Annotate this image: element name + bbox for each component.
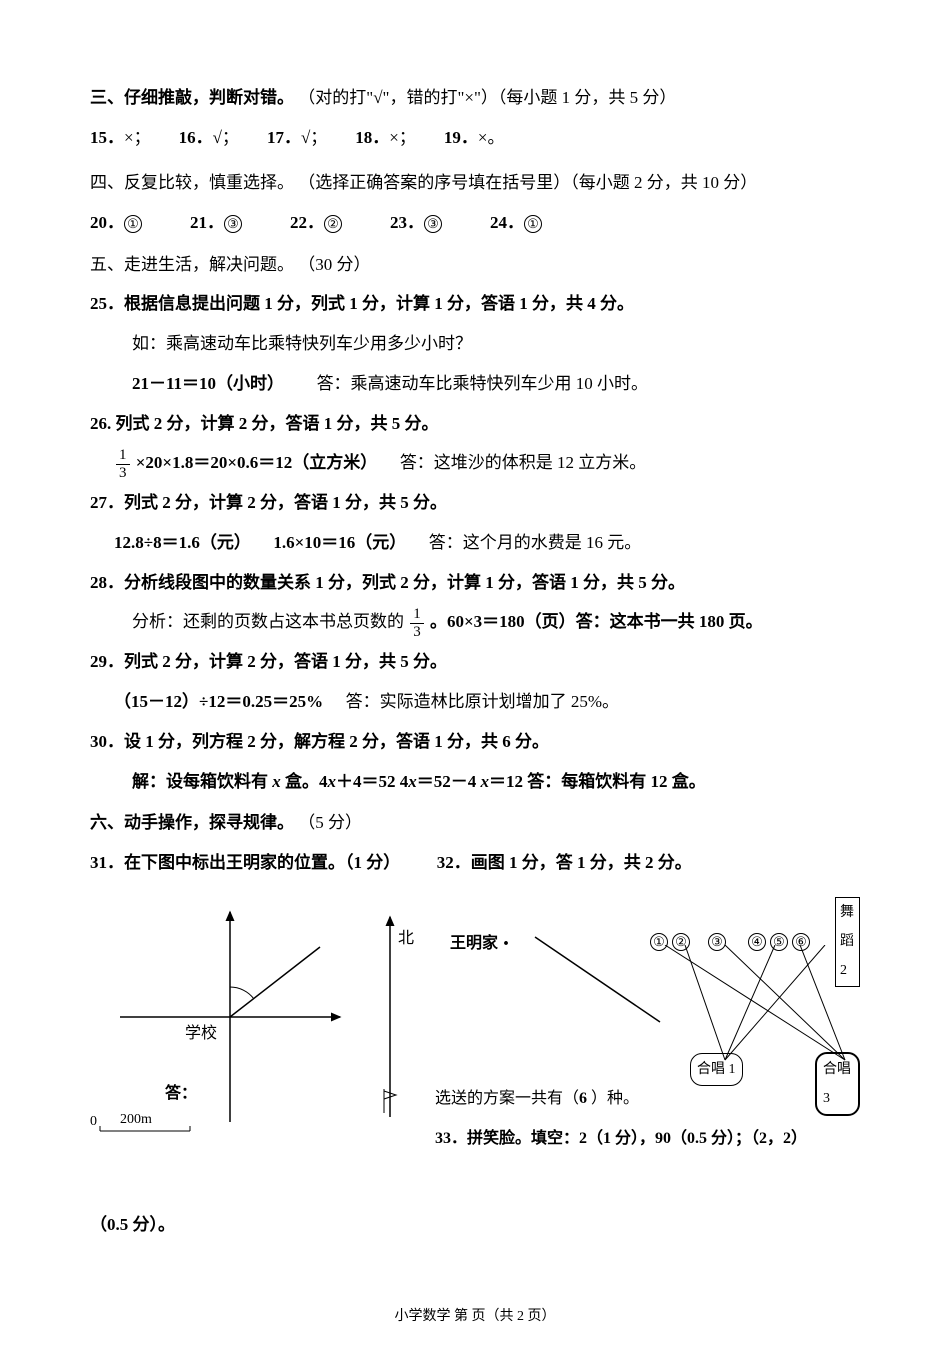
q27-calc2: 1.6×10＝16（元） [273, 533, 406, 552]
ans-num: 21． [190, 213, 224, 232]
ans-val: ② [324, 215, 342, 233]
q25-example: 如：乘高速动车比乘特快列车少用多少小时？ [90, 326, 860, 362]
q33-tail: （0.5 分）。 [90, 1207, 860, 1243]
flag-icon [378, 1087, 402, 1115]
q26-solution: 1 3 ×20×1.8＝20×0.6＝12（立方米） 答：这堆沙的体积是 12 … [90, 445, 860, 481]
section-6-header: 六、动手操作，探寻规律。 （5 分） [90, 805, 860, 841]
school-label: 学校 [185, 1017, 217, 1051]
q29-calc: （15－12）÷12＝0.25＝25% [114, 692, 323, 711]
ans-val: ×； [389, 128, 416, 147]
q27-head: 27．列式 2 分，计算 2 分，答语 1 分，共 5 分。 [90, 493, 447, 512]
section-3-note: （对的打"√"，错的打"×"）（每小题 1 分，共 5 分） [298, 88, 676, 107]
q31-head: 31．在下图中标出王明家的位置。（1 分） [90, 853, 400, 872]
ans-val: ③ [424, 215, 442, 233]
q27-calc1: 12.8÷8＝1.6（元） [114, 533, 251, 552]
q29-solution: （15－12）÷12＝0.25＝25% 答：实际造林比原计划增加了 25%。 [90, 684, 860, 720]
section-4-note: （选择正确答案的序号填在括号里）（每小题 2 分，共 10 分） [298, 173, 757, 192]
q27-ans: 答：这个月的水费是 16 元。 [429, 533, 642, 552]
ans-val: ① [524, 215, 542, 233]
section-4-header: 四、反复比较，慎重选择。 （选择正确答案的序号填在括号里）（每小题 2 分，共 … [90, 165, 860, 201]
ans-num: 15． [90, 128, 124, 147]
ans-val: ③ [224, 215, 242, 233]
section-3-heading: 三、仔细推敲，判断对错。 [90, 88, 294, 107]
q31-q32-heads: 31．在下图中标出王明家的位置。（1 分） 32．画图 1 分，答 1 分，共 … [90, 845, 860, 881]
ans-val: ① [124, 215, 142, 233]
q29-head: 29．列式 2 分，计算 2 分，答语 1 分，共 5 分。 [90, 652, 447, 671]
q33-line: 33．拼笑脸。填空：2（1 分），90（0.5 分）；（2，2） [435, 1122, 807, 1156]
fraction: 1 3 [116, 447, 130, 481]
ans-num: 20． [90, 213, 124, 232]
q26-ans: 答：这堆沙的体积是 12 立方米。 [400, 453, 647, 472]
wang-label: 王明家 · [450, 919, 510, 969]
q29-ans: 答：实际造林比原计划增加了 25%。 [346, 692, 619, 711]
tree-conclusion: 选送的方案一共有（6 ）种。 [435, 1082, 639, 1116]
coord-diagram [90, 897, 360, 1137]
q25-solution: 21－11＝10（小时） 答：乘高速动车比乘特快列车少用 10 小时。 [90, 366, 860, 402]
ans-label: 答： [165, 1077, 197, 1111]
q25-ans: 答：乘高速动车比乘特快列车少用 10 小时。 [317, 374, 649, 393]
ans-val: √； [213, 128, 239, 147]
section-4-heading: 四、反复比较，慎重选择。 [90, 173, 294, 192]
q25-head: 25．根据信息提出问题 1 分，列式 1 分，计算 1 分，答语 1 分，共 4… [90, 294, 634, 313]
q32-head: 32．画图 1 分，答 1 分，共 2 分。 [437, 853, 692, 872]
q30-solution: 解：设每箱饮料有 x 盒。4x＋4＝52 4x＝52－4 x＝12 答：每箱饮料… [90, 764, 860, 800]
section-3-header: 三、仔细推敲，判断对错。 （对的打"√"，错的打"×"）（每小题 1 分，共 5… [90, 80, 860, 116]
section-6-heading: 六、动手操作，探寻规律。 [90, 813, 294, 832]
q27-solution: 12.8÷8＝1.6（元） 1.6×10＝16（元） 答：这个月的水费是 16 … [90, 525, 860, 561]
scale-label: 200m [120, 1105, 152, 1134]
ans-num: 22． [290, 213, 324, 232]
q28-solution: 分析：还剩的页数占这本书总页数的 1 3 。60×3＝180（页）答：这本书一共… [90, 604, 860, 640]
section-4-answers: 20．① 21．③ 22．② 23．③ 24．① [90, 205, 860, 241]
q28-post: 。60×3＝180（页）答：这本书一共 180 页。 [430, 612, 763, 631]
ans-num: 16． [179, 128, 213, 147]
chorus1: 合唱 1 [690, 1052, 743, 1086]
ans-val: ×。 [478, 128, 505, 147]
ans-num: 24． [490, 213, 524, 232]
q28-pre: 分析：还剩的页数占这本书总页数的 [132, 612, 404, 631]
section-5-header: 五、走进生活，解决问题。 （30 分） [90, 247, 860, 283]
ans-val: √； [301, 128, 327, 147]
q28-head: 28．分析线段图中的数量关系 1 分，列式 2 分，计算 1 分，答语 1 分，… [90, 573, 685, 592]
q26-calc: ×20×1.8＝20×0.6＝12（立方米） [136, 453, 378, 472]
section-3-answers: 15．×； 16．√； 17．√； 18．×； 19．×。 [90, 120, 860, 156]
section-5-note: （30 分） [298, 255, 370, 274]
page-footer: 小学数学 第 页（共 2 页） [90, 1302, 860, 1331]
q26-head: 26. 列式 2 分，计算 2 分，答语 1 分，共 5 分。 [90, 414, 439, 433]
ans-num: 19． [444, 128, 478, 147]
ans-val: ×； [124, 128, 151, 147]
q30-head: 30．设 1 分，列方程 2 分，解方程 2 分，答语 1 分，共 6 分。 [90, 732, 549, 751]
section-5-heading: 五、走进生活，解决问题。 [90, 255, 294, 274]
north-label: 北 [398, 922, 414, 956]
fraction: 1 3 [410, 606, 424, 640]
ans-num: 23． [390, 213, 424, 232]
section-6-note: （5 分） [298, 813, 362, 832]
ans-num: 18． [355, 128, 389, 147]
chorus3: 合唱 3 [815, 1052, 860, 1117]
scale-zero: 0 [90, 1107, 97, 1136]
q25-calc: 21－11＝10（小时） [132, 374, 284, 393]
diagram-area: 学校 答： 0 200m 北 王明家 · 舞蹈 2 ① ② ③ ④ ⑤ ⑥ [90, 897, 860, 1207]
ans-num: 17． [267, 128, 301, 147]
